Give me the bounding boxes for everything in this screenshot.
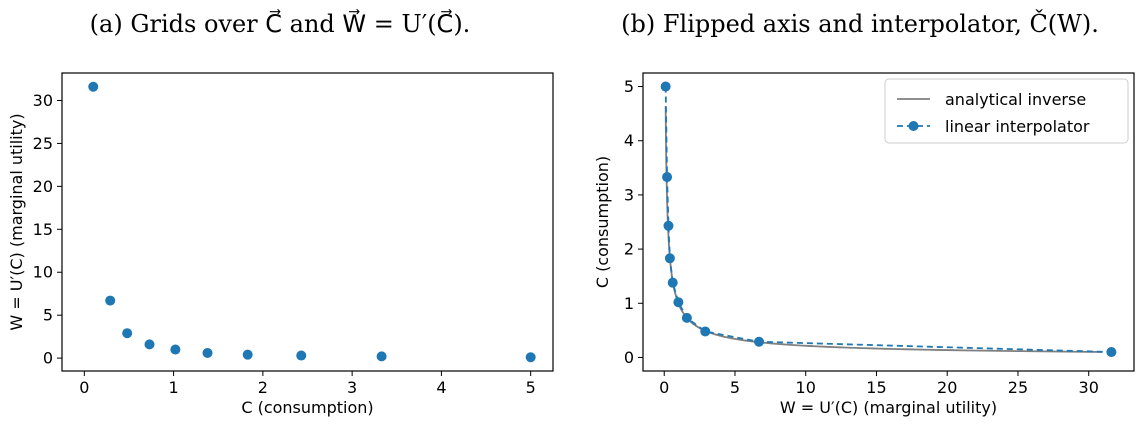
scatter-point bbox=[88, 81, 99, 92]
interpolator-point bbox=[673, 297, 684, 308]
scatter-point bbox=[376, 351, 387, 362]
y-tick-label: 0 bbox=[624, 348, 634, 367]
interpolator-point bbox=[664, 253, 675, 264]
x-tick-label: 4 bbox=[436, 378, 446, 397]
scatter-point bbox=[170, 344, 181, 355]
interpolator-point bbox=[700, 326, 711, 337]
y-axis-label: W = U′(C) (marginal utility) bbox=[7, 113, 26, 330]
x-tick-label: 3 bbox=[347, 378, 357, 397]
plot-frame bbox=[642, 72, 1135, 372]
y-axis-label: C (consumption) bbox=[593, 156, 612, 288]
scatter-point bbox=[202, 347, 213, 358]
x-axis-label: W = U′(C) (marginal utility) bbox=[780, 398, 997, 417]
x-tick-label: 2 bbox=[258, 378, 268, 397]
y-tick-label: 5 bbox=[624, 77, 634, 96]
x-tick-label: 30 bbox=[1079, 378, 1099, 397]
chart-panel-a: 0 1 2 3 4 5 0 5 10 15 20 25 30 C (consumption) W = U′(… bbox=[7, 72, 554, 417]
interpolator-point bbox=[660, 81, 671, 92]
y-tick-label: 3 bbox=[624, 185, 634, 204]
x-tick-label: 5 bbox=[526, 378, 536, 397]
y-tick-label: 0 bbox=[43, 349, 53, 368]
y-tick-label: 15 bbox=[33, 220, 53, 239]
interpolator-point bbox=[754, 336, 765, 347]
legend-label-interpolator: linear interpolator bbox=[945, 117, 1090, 136]
y-tick-label: 1 bbox=[624, 294, 634, 313]
x-tick-label: 25 bbox=[1008, 378, 1028, 397]
interpolator-point bbox=[663, 220, 674, 231]
x-tick-label: 1 bbox=[168, 378, 178, 397]
scatter-point bbox=[525, 352, 536, 363]
x-tick-label: 5 bbox=[730, 378, 740, 397]
y-tick-label: 30 bbox=[33, 91, 53, 110]
y-tick-label: 20 bbox=[33, 177, 53, 196]
legend-label-analytical: analytical inverse bbox=[945, 90, 1086, 109]
caption-panel-a: (a) Grids over C⃗ and W⃗ = U′(C⃗). bbox=[89, 10, 471, 38]
legend-marker-interpolator bbox=[908, 121, 919, 131]
x-tick-label: 0 bbox=[79, 378, 89, 397]
plot-frame bbox=[61, 72, 554, 372]
y-tick-label: 25 bbox=[33, 134, 53, 153]
scatter-point bbox=[105, 295, 116, 306]
y-tick-label: 10 bbox=[33, 263, 53, 282]
x-tick-label: 15 bbox=[866, 378, 886, 397]
legend: analytical inverse linear interpolator bbox=[884, 78, 1129, 144]
interpolator-point bbox=[667, 277, 678, 288]
scatter-point bbox=[144, 339, 155, 350]
scatter-point bbox=[122, 328, 133, 339]
y-tick-label: 4 bbox=[624, 131, 634, 150]
caption-panel-b: (b) Flipped axis and interpolator, Č(W). bbox=[621, 10, 1099, 38]
interpolator-point bbox=[1106, 347, 1117, 358]
scatter-point bbox=[242, 349, 253, 360]
x-tick-label: 0 bbox=[659, 378, 669, 397]
chart-panel-b: 0 5 10 15 20 25 30 0 1 2 3 4 5 W = U′(C) (marginal ut… bbox=[593, 72, 1135, 417]
linear-interpolator-line bbox=[664, 86, 1112, 353]
y-tick-label: 5 bbox=[43, 306, 53, 325]
y-tick-label: 2 bbox=[624, 240, 634, 259]
scatter-point bbox=[296, 350, 307, 361]
interpolator-point bbox=[662, 172, 673, 183]
x-tick-label: 20 bbox=[937, 378, 957, 397]
legend-box bbox=[884, 78, 1129, 144]
interpolator-point bbox=[681, 312, 692, 323]
x-tick-label: 10 bbox=[796, 378, 816, 397]
x-axis-label: C (consumption) bbox=[241, 398, 373, 417]
